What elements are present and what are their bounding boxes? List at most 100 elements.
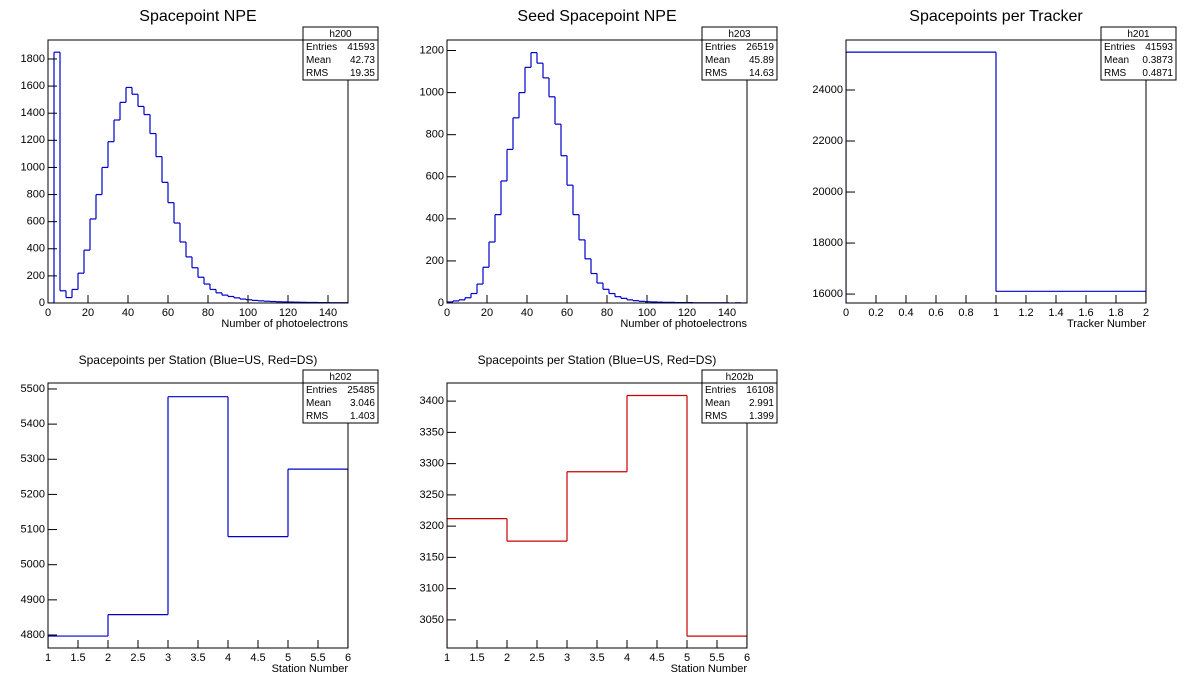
histogram-panel: Seed Spacepoint NPE 0 20 40 60 80 100 120 140 0 20… bbox=[420, 8, 778, 330]
frame bbox=[47, 39, 349, 304]
x-tick-label: 0 bbox=[444, 307, 450, 319]
y-tick-label: 3400 bbox=[420, 395, 444, 407]
x-tick-label: 2 bbox=[504, 652, 510, 664]
stats-value: 41593 bbox=[347, 42, 375, 53]
x-tick-label: 2.5 bbox=[130, 652, 145, 664]
y-tick-label: 400 bbox=[27, 243, 45, 255]
y-tick-label: 600 bbox=[426, 171, 444, 183]
histogram-panel: Spacepoints per Station (Blue=US, Red=DS… bbox=[420, 353, 778, 675]
y-tick-label: 22000 bbox=[812, 135, 843, 147]
x-tick-label: 2 bbox=[105, 652, 111, 664]
x-axis-label: Station Number bbox=[671, 663, 748, 675]
stats-box bbox=[302, 26, 379, 81]
y-tick-label: 3100 bbox=[420, 583, 444, 595]
x-axis-label: Station Number bbox=[272, 663, 349, 675]
stats-label: RMS bbox=[1104, 68, 1127, 79]
x-tick-label: 1 bbox=[45, 652, 51, 664]
y-tick-label: 5100 bbox=[21, 523, 45, 535]
stats-value: 19.35 bbox=[350, 68, 375, 79]
x-tick-label: 2.5 bbox=[529, 652, 544, 664]
x-tick-label: 100 bbox=[638, 307, 656, 319]
x-tick-label: 0.2 bbox=[868, 307, 883, 319]
x-tick-label: 60 bbox=[162, 307, 174, 319]
x-tick-label: 80 bbox=[601, 307, 613, 319]
x-tick-label: 40 bbox=[521, 307, 533, 319]
x-tick-label: 1 bbox=[444, 652, 450, 664]
histogram bbox=[48, 396, 348, 648]
x-tick-label: 4.5 bbox=[250, 652, 265, 664]
x-tick-label: 1.5 bbox=[70, 652, 85, 664]
stats-label: Entries bbox=[306, 385, 337, 396]
stats-value: 16108 bbox=[746, 385, 774, 396]
x-tick-label: 6 bbox=[345, 652, 351, 664]
stats-title: h202b bbox=[726, 372, 754, 383]
stats-value: 0.3873 bbox=[1142, 55, 1173, 66]
histogram-panel: Spacepoints per Tracker 0 0.2 0.4 0.6 0.8 1 1.2… bbox=[812, 8, 1177, 330]
chart-title: Spacepoints per Station (Blue=US, Red=DS… bbox=[79, 353, 318, 367]
histogram-panel: Spacepoints per Station (Blue=US, Red=DS… bbox=[21, 353, 379, 675]
histogram bbox=[846, 51, 1146, 303]
stats-value: 42.73 bbox=[350, 55, 375, 66]
y-tick-label: 3250 bbox=[420, 489, 444, 501]
x-tick-label: 1 bbox=[993, 307, 999, 319]
stats-box bbox=[1100, 26, 1177, 81]
stats-value: 41593 bbox=[1145, 42, 1173, 53]
y-tick-label: 5300 bbox=[21, 453, 45, 465]
chart-title: Spacepoint NPE bbox=[139, 8, 256, 25]
x-tick-label: 0.8 bbox=[958, 307, 973, 319]
x-tick-label: 5.5 bbox=[310, 652, 325, 664]
stats-value: 0.4871 bbox=[1142, 68, 1173, 79]
x-tick-label: 1.2 bbox=[1018, 307, 1033, 319]
stats-title: h201 bbox=[1127, 29, 1150, 40]
y-tick-label: 600 bbox=[27, 216, 45, 228]
x-tick-label: 0.6 bbox=[928, 307, 943, 319]
chart-title: Seed Spacepoint NPE bbox=[517, 8, 676, 25]
y-tick-label: 1600 bbox=[21, 80, 45, 92]
x-tick-label: 2 bbox=[1143, 307, 1149, 319]
stats-value: 26519 bbox=[746, 42, 774, 53]
stats-label: Entries bbox=[705, 42, 736, 53]
x-axis-label: Number of photoelectrons bbox=[221, 318, 348, 330]
x-tick-label: 0 bbox=[45, 307, 51, 319]
x-tick-label: 5 bbox=[285, 652, 291, 664]
stats-label: RMS bbox=[306, 411, 329, 422]
stats-value: 1.403 bbox=[350, 411, 375, 422]
stats-label: Mean bbox=[306, 398, 331, 409]
y-tick-label: 1800 bbox=[21, 53, 45, 65]
y-tick-label: 4800 bbox=[21, 629, 45, 641]
stats-box bbox=[701, 26, 778, 81]
y-tick-label: 3200 bbox=[420, 520, 444, 532]
x-tick-label: 100 bbox=[239, 307, 257, 319]
histogram bbox=[48, 51, 348, 303]
x-tick-label: 1.4 bbox=[1048, 307, 1063, 319]
y-tick-label: 16000 bbox=[812, 288, 843, 300]
x-tick-label: 5 bbox=[684, 652, 690, 664]
x-tick-label: 20 bbox=[481, 307, 493, 319]
x-tick-label: 140 bbox=[718, 307, 736, 319]
histogram bbox=[447, 52, 747, 303]
histogram bbox=[447, 394, 747, 648]
x-axis-label: Number of photoelectrons bbox=[620, 318, 747, 330]
stats-value: 25485 bbox=[347, 385, 375, 396]
chart-title: Spacepoints per Tracker bbox=[909, 8, 1083, 25]
x-tick-label: 120 bbox=[279, 307, 297, 319]
stats-value: 2.991 bbox=[749, 398, 774, 409]
x-tick-label: 1.6 bbox=[1078, 307, 1093, 319]
x-tick-label: 60 bbox=[561, 307, 573, 319]
stats-label: RMS bbox=[705, 411, 728, 422]
x-tick-label: 120 bbox=[678, 307, 696, 319]
stats-value: 1.399 bbox=[749, 411, 774, 422]
x-axis-label: Tracker Number bbox=[1067, 318, 1146, 330]
y-tick-label: 0 bbox=[438, 297, 444, 309]
x-tick-label: 0 bbox=[843, 307, 849, 319]
y-tick-label: 800 bbox=[27, 188, 45, 200]
x-tick-label: 20 bbox=[82, 307, 94, 319]
y-tick-label: 800 bbox=[426, 129, 444, 141]
x-tick-label: 40 bbox=[122, 307, 134, 319]
y-tick-label: 1200 bbox=[420, 44, 444, 56]
stats-label: Mean bbox=[705, 55, 730, 66]
y-tick-label: 3300 bbox=[420, 458, 444, 470]
y-tick-label: 1000 bbox=[21, 161, 45, 173]
stats-label: Mean bbox=[1104, 55, 1129, 66]
